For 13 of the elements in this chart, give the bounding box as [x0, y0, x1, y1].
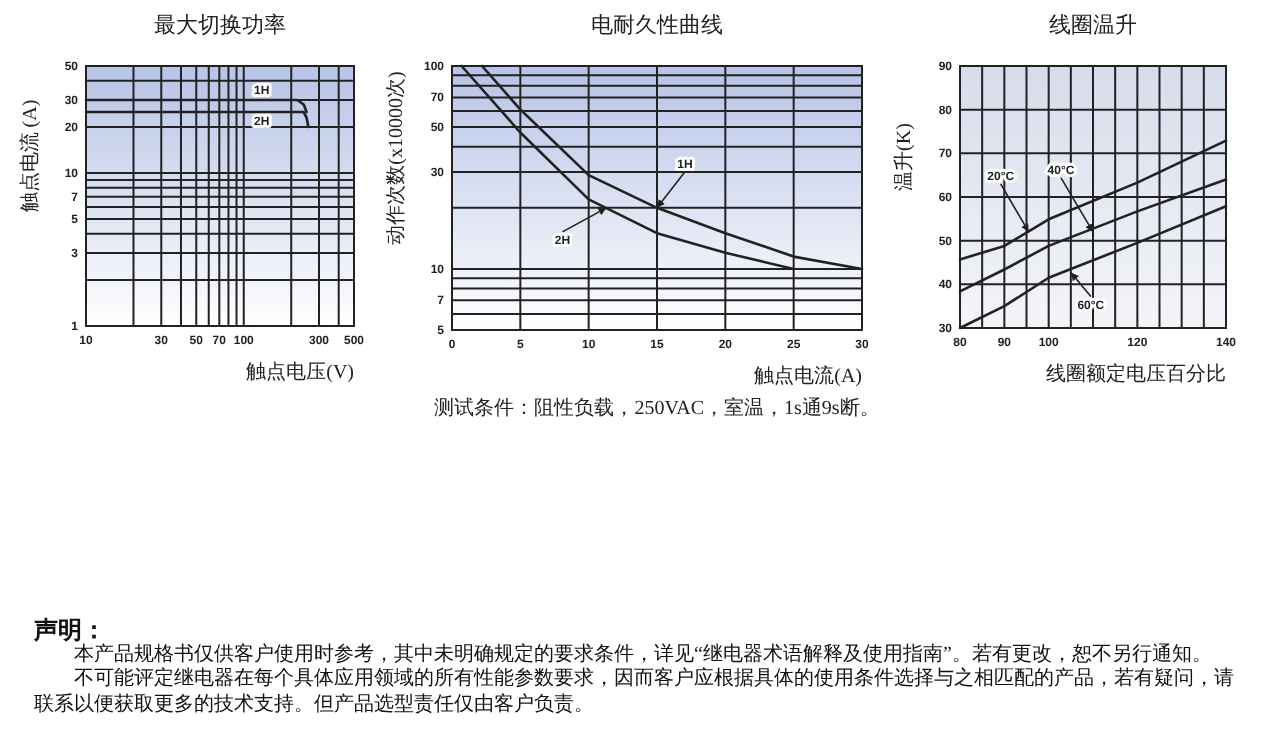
chart-title: 线圈温升: [1049, 12, 1137, 38]
text: 本产品规格书仅供客户使用时参考，其中未明确规定的要求条件，详见“继电器术语解释及使用指南”。若有更改，恕不另行通知。: [72, 643, 1214, 667]
text: 测试条件：阻性负载，250VAC，室温，1s通9s断。: [434, 396, 880, 420]
chart-title: 电耐久性曲线: [591, 12, 723, 38]
x-axis-title: 触点电流(A): [754, 364, 862, 388]
x-axis-title: 线圈额定电压百分比: [1046, 362, 1226, 386]
x-axis-title: 触点电压(V): [246, 360, 354, 384]
y-axis-title: 温升(K): [892, 123, 916, 191]
y-axis-title: 动作次数(x10000次): [386, 71, 408, 245]
y-axis-title: 触点电流 (A): [18, 99, 42, 213]
text: 声明：: [34, 616, 106, 644]
chart-title: 最大切换功率: [154, 12, 286, 38]
text: 不可能评定继电器在每个具体应用领域的所有性能参数要求，因而客户应根据具体的使用条件选择与之相匹配的产品，若有疑问，请联系以便获取更多的技术支持。但产品选型责任仅由客户负责。: [34, 668, 1236, 718]
